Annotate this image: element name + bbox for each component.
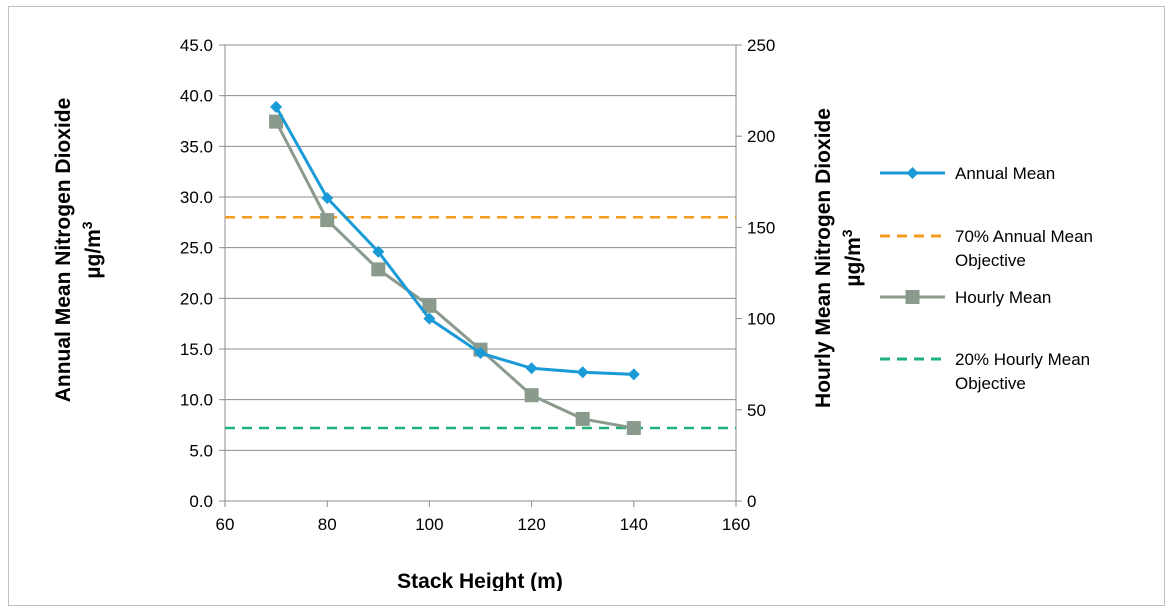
gridlines — [225, 44, 736, 502]
y-right-tick-label: 100 — [747, 310, 775, 329]
legend: Annual Mean 70% Annual Mean Objective Hourl… — [880, 164, 1093, 393]
data-point — [270, 100, 283, 113]
y-left-tick-label: 25.0 — [180, 239, 213, 258]
series-annual-mean — [270, 100, 640, 381]
series-line-annual-mean — [274, 106, 634, 376]
y-left-tick-label: 40.0 — [180, 87, 213, 106]
y-left-tick-label: 45.0 — [180, 36, 213, 55]
data-point — [474, 347, 487, 360]
y-left-tick-label: 10.0 — [180, 391, 213, 410]
legend-label: 70% Annual Mean — [955, 227, 1093, 246]
data-point — [423, 312, 436, 325]
axes — [219, 44, 742, 507]
data-point — [524, 388, 539, 403]
legend-label: Hourly Mean — [955, 288, 1051, 307]
data-point — [525, 362, 538, 375]
y-right-axis-unit: µg/m3 — [839, 229, 865, 286]
data-point — [627, 368, 640, 381]
data-point — [321, 192, 334, 205]
series-hourly-mean — [269, 114, 641, 436]
data-point — [575, 411, 590, 426]
data-point — [320, 213, 335, 228]
legend-item: Hourly Mean — [880, 288, 1051, 307]
y-right-tick-label: 0 — [747, 492, 756, 511]
x-tick-label: 60 — [216, 515, 235, 534]
y-left-axis-title: Annual Mean Nitrogen Dioxide — [52, 98, 75, 403]
data-point — [269, 114, 284, 129]
y-left-tick-label: 15.0 — [180, 340, 213, 359]
x-tick-label: 120 — [517, 515, 545, 534]
legend-item: 20% Hourly Mean Objective — [880, 350, 1090, 393]
y-left-tick-label: 5.0 — [189, 441, 213, 460]
legend-item: Annual Mean — [880, 164, 1055, 183]
x-tick-label: 100 — [415, 515, 443, 534]
y-left-tick-label: 0.0 — [189, 492, 213, 511]
x-axis-title: Stack Height (m) — [397, 570, 563, 591]
legend-marker — [906, 167, 919, 179]
y-right-tick-label: 250 — [747, 36, 775, 55]
legend-label: 20% Hourly Mean — [955, 350, 1090, 369]
x-tick-label: 160 — [722, 515, 750, 534]
series-layer — [225, 100, 736, 436]
tick-labels: 0.0 5.0 10.0 15.0 20.0 25.0 30.0 35.0 40.0 45.0 0 5… — [180, 36, 775, 534]
data-point — [422, 298, 437, 313]
data-point — [626, 421, 641, 436]
legend-label: Objective — [955, 251, 1026, 270]
x-tick-label: 140 — [620, 515, 648, 534]
line-chart: 0.0 5.0 10.0 15.0 20.0 25.0 30.0 35.0 40.0 45.0 0 5… — [52, 36, 1093, 591]
y-right-axis-title: Hourly Mean Nitrogen Dioxide — [812, 108, 835, 408]
legend-item: 70% Annual Mean Objective — [880, 227, 1093, 270]
y-right-tick-label: 200 — [747, 127, 775, 146]
legend-label: Objective — [955, 374, 1026, 393]
legend-marker — [905, 290, 920, 304]
y-right-tick-label: 150 — [747, 218, 775, 237]
data-point — [371, 262, 386, 277]
data-point — [372, 245, 385, 258]
y-left-tick-label: 20.0 — [180, 289, 213, 308]
series-line-hourly-mean — [274, 120, 635, 430]
y-right-tick-label: 50 — [747, 401, 766, 420]
legend-label: Annual Mean — [955, 164, 1055, 183]
y-left-tick-label: 35.0 — [180, 137, 213, 156]
y-left-axis-unit: µg/m3 — [79, 221, 105, 278]
x-tick-label: 80 — [318, 515, 337, 534]
data-point — [576, 366, 589, 379]
y-left-tick-label: 30.0 — [180, 188, 213, 207]
